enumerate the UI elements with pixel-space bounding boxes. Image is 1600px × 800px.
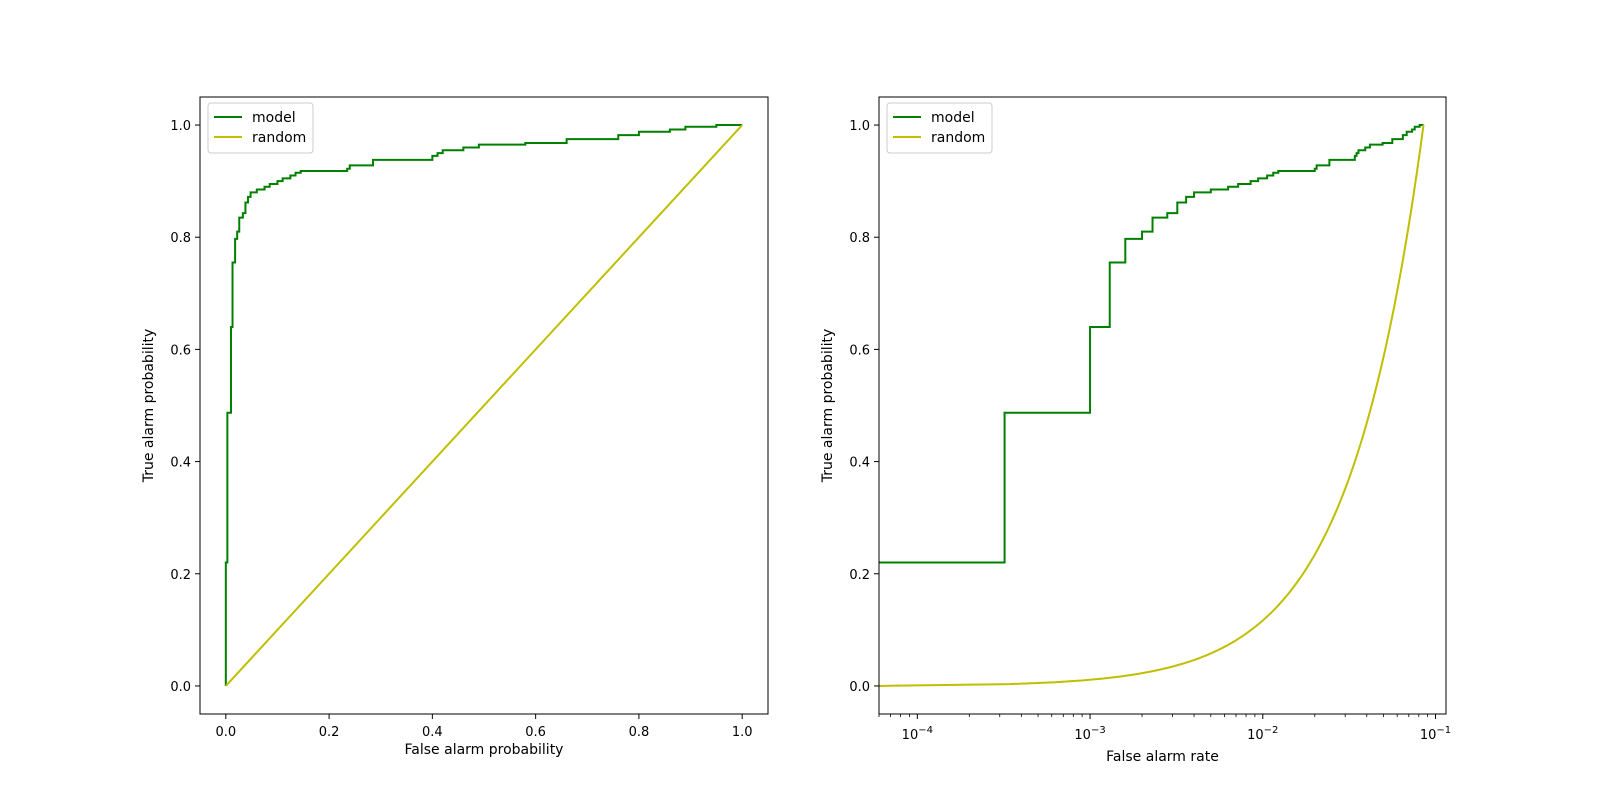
y-tick-label: 0.2 (849, 568, 870, 583)
x-tick-label: 10−1 (1420, 725, 1451, 743)
legend-label-model: model (252, 110, 296, 126)
legend-box (207, 102, 314, 154)
series-line-random (225, 124, 743, 687)
series-line-model (879, 124, 1424, 564)
y-axis-label: True alarm probability (820, 329, 836, 484)
x-tick-label: 0.6 (525, 725, 546, 740)
y-tick-label: 0.8 (170, 231, 191, 246)
x-tick-label: 0.8 (629, 725, 650, 740)
series-group (879, 124, 1425, 687)
x-tick-label: 10−2 (1247, 725, 1278, 743)
x-axis-label: False alarm probability (405, 742, 564, 758)
x-tick-label: 1.0 (732, 725, 753, 740)
x-tick-label: 10−4 (902, 725, 933, 743)
axes-frame (878, 96, 1447, 715)
legend-label-model: model (931, 110, 975, 126)
legend-label-random: random (931, 130, 985, 146)
y-tick-label: 0.0 (170, 680, 191, 695)
series-line-random (879, 124, 1425, 687)
series-group (224, 124, 743, 687)
x-tick-label: 10−3 (1074, 725, 1105, 743)
axes-frame (199, 96, 769, 715)
legend: model random (886, 102, 993, 154)
y-tick-label: 1.0 (849, 119, 870, 134)
y-tick-label: 1.0 (170, 119, 191, 134)
y-tick-label: 0.4 (170, 456, 191, 471)
x-tick-label: 0.2 (319, 725, 340, 740)
legend-label-random: random (252, 130, 306, 146)
x-axis-label: False alarm rate (1106, 749, 1219, 765)
y-tick-label: 0.4 (849, 456, 870, 471)
legend-box (886, 102, 993, 154)
y-tick-label: 0.2 (170, 568, 191, 583)
series-line-model (224, 124, 743, 686)
x-tick-label: 0.0 (215, 725, 236, 740)
roc-chart-log: 0.0 0.2 0.4 0.6 0.8 1.0 10−4 10−3 10−2 10−1 False … (820, 96, 1451, 765)
y-tick-label: 0.0 (849, 680, 870, 695)
y-tick-label: 0.8 (849, 231, 870, 246)
legend: model random (207, 102, 314, 154)
y-tick-label: 0.6 (849, 343, 870, 358)
roc-chart-linear: 0.0 0.2 0.4 0.6 0.8 1.0 0.0 0.2 0.4 0.6 0.8 1.0 Fals… (141, 96, 769, 758)
y-tick-label: 0.6 (170, 343, 191, 358)
y-axis-label: True alarm probability (141, 329, 157, 484)
x-tick-label: 0.4 (422, 725, 443, 740)
